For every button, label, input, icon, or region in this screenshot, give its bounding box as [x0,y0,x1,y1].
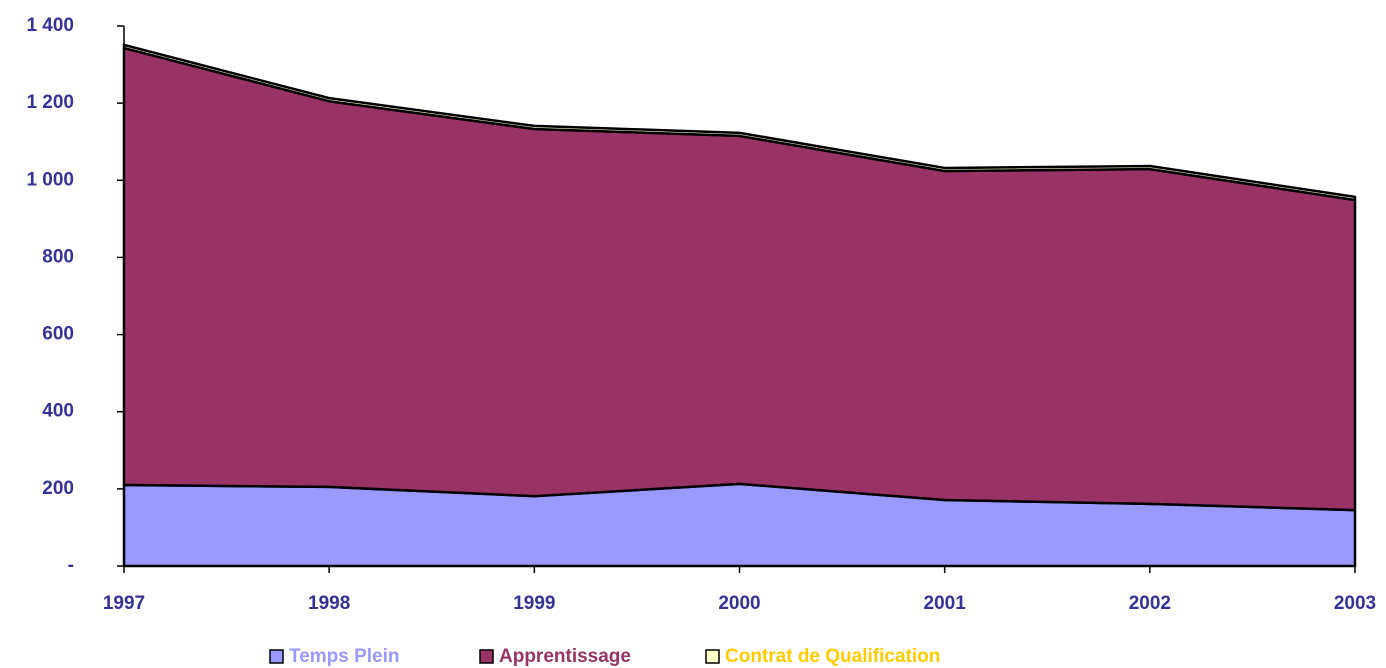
legend-swatch [479,649,494,664]
x-tick-label: 2000 [718,593,760,614]
y-tick-label: 1 400 [26,15,74,36]
area [122,46,1357,512]
y-tick-label: 600 [42,324,74,345]
y-tick-label: 1 000 [26,169,74,190]
y-tick-label: - [68,555,74,576]
x-tick-label: 1999 [513,593,555,614]
y-tick-label: 200 [42,478,74,499]
x-tick-label: 1997 [103,593,145,614]
area [122,43,1357,202]
x-tick-label: 2001 [924,593,967,614]
x-tick-label: 2003 [1334,593,1376,614]
legend-label: Apprentissage [499,646,631,667]
y-tick-label: 400 [42,401,74,422]
y-tick-label: 1 200 [26,92,74,113]
legend-label: Contrat de Qualification [725,646,940,667]
legend-swatch [269,649,284,664]
legend-swatch [705,649,720,664]
y-tick-label: 800 [42,246,74,267]
legend-label: Temps Plein [289,646,400,667]
x-tick-label: 1998 [308,593,350,614]
x-tick-label: 2002 [1129,593,1171,614]
